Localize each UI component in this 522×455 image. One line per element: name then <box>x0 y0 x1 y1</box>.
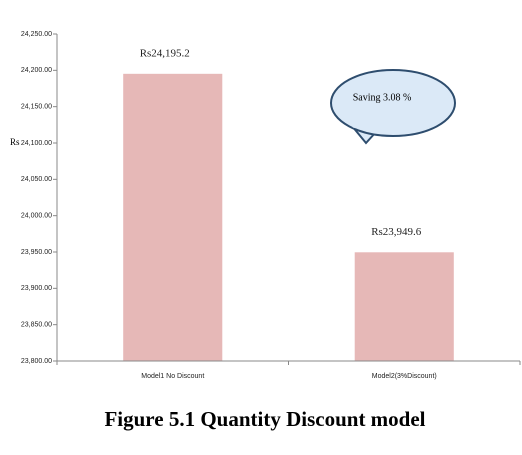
y-tick-label: 24,000.00 <box>21 213 52 220</box>
value-label: Rs23,949.6 <box>371 226 422 238</box>
bar <box>354 252 454 361</box>
y-tick-label: 23,800.00 <box>21 358 52 365</box>
y-tick-label: 24,250.00 <box>21 31 52 38</box>
y-tick-label: 24,100.00 <box>21 140 52 147</box>
x-tick-label: Model1 No Discount <box>141 373 204 380</box>
annotation: Saving 3.08 % <box>353 92 412 103</box>
y-tick-label: 24,150.00 <box>21 104 52 111</box>
value-label: Rs24,195.2 <box>140 47 190 59</box>
y-tick-label: 23,950.00 <box>21 249 52 256</box>
chart-title: Figure 5.1 Quantity Discount model <box>104 407 425 431</box>
y-tick-label: 23,900.00 <box>21 285 52 292</box>
x-tick-label: Model2(3%Discount) <box>372 373 437 380</box>
bar <box>123 73 223 361</box>
y-tick-label: 24,200.00 <box>21 67 52 74</box>
y-tick-label: 23,850.00 <box>21 322 52 329</box>
callout: Saving 3.08 % <box>330 69 456 145</box>
y-axis-label: Rs <box>10 137 20 147</box>
callout-bubble <box>330 69 456 137</box>
y-tick-label: 24,050.00 <box>21 176 52 183</box>
callout-joint <box>352 124 376 133</box>
